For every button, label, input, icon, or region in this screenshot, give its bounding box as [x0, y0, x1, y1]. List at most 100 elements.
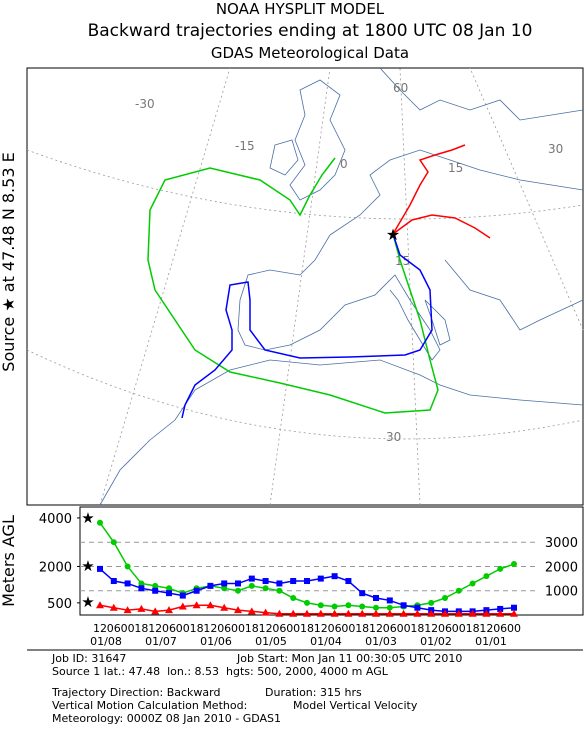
footer-line: Meteorology: 0000Z 08 Jan 2010 - GDAS1	[52, 712, 281, 725]
marker	[138, 580, 145, 587]
y2-tick-label: 2000	[545, 560, 578, 575]
date-label: 01/02	[420, 635, 452, 648]
start-star: ★	[81, 593, 94, 611]
trajectory-red	[392, 214, 491, 239]
x-tick-label: 18	[134, 622, 148, 635]
marker	[262, 578, 269, 585]
footer-line: Vertical Motion Calculation Method:	[52, 699, 247, 712]
marker	[97, 565, 103, 572]
marker	[373, 604, 379, 611]
y-tick-label: 500	[47, 597, 72, 612]
marker	[359, 590, 366, 597]
trajectories: ★	[147, 144, 491, 419]
marker	[97, 519, 103, 526]
marker	[247, 607, 256, 615]
marker	[262, 585, 269, 592]
marker	[427, 609, 436, 617]
marker	[235, 580, 241, 587]
x-tick-label: 06	[438, 622, 452, 635]
y2-tick-label: 3000	[545, 536, 578, 551]
marker	[345, 578, 352, 585]
footer-line: Job ID: 31647	[51, 652, 126, 665]
x-tick-label: 12	[424, 622, 438, 635]
marker	[179, 592, 186, 599]
marker	[442, 595, 448, 602]
marker	[220, 603, 229, 611]
marker	[110, 578, 117, 585]
footer-line: Job Start: Mon Jan 11 00:30:05 UTC 2010	[236, 652, 462, 665]
marker	[345, 602, 352, 609]
subtitle: Backward trajectories ending at 1800 UTC…	[88, 21, 533, 41]
date-label: 01/04	[310, 635, 342, 648]
marker	[413, 609, 422, 617]
map-frame	[26, 67, 584, 506]
marker	[510, 609, 518, 617]
marker	[178, 602, 187, 610]
marker	[248, 575, 255, 582]
y-tick-label: 4000	[39, 512, 72, 527]
date-label: 01/07	[145, 635, 177, 648]
x-tick-label: 12	[479, 622, 493, 635]
marker	[96, 601, 104, 609]
marker	[290, 578, 297, 585]
marker	[331, 603, 338, 610]
x-tick-label: 12	[93, 622, 107, 635]
x-tick-label: 12	[369, 622, 383, 635]
grid-label: 15	[448, 161, 463, 175]
footer-line: Trajectory Direction: Backward	[51, 686, 220, 699]
x-tick-label: 18	[245, 622, 259, 635]
x-tick-label: 18	[466, 622, 480, 635]
x-tick-label: 18	[300, 622, 314, 635]
x-tick-label: 00	[397, 622, 411, 635]
marker	[304, 599, 310, 606]
marker	[428, 599, 435, 606]
marker	[511, 561, 517, 568]
x-tick-label: 06	[162, 622, 176, 635]
x-tick-label: 00	[231, 622, 245, 635]
x-tick-label: 00	[452, 622, 466, 635]
marker	[123, 606, 132, 614]
x-tick-label: 00	[121, 622, 135, 635]
marker	[110, 539, 117, 546]
x-tick-label: 06	[328, 622, 342, 635]
x-tick-label: 18	[410, 622, 424, 635]
marker	[151, 607, 160, 615]
marker	[454, 609, 463, 617]
x-tick-label: 12	[314, 622, 328, 635]
chart-frame	[79, 506, 584, 616]
grid-label: 30	[386, 430, 401, 444]
y-tick-label: 2000	[39, 560, 72, 575]
x-tick-label: 06	[272, 622, 286, 635]
marker	[400, 602, 407, 609]
marker	[192, 601, 201, 609]
marker	[276, 580, 283, 587]
grid-label: 30	[548, 142, 563, 156]
date-label: 01/08	[90, 635, 122, 648]
source-star: ★	[386, 225, 400, 244]
marker	[344, 609, 353, 617]
marker	[358, 609, 367, 617]
x-tick-label: 12	[259, 622, 273, 635]
marker	[221, 585, 228, 592]
marker	[441, 609, 449, 617]
date-label: 01/06	[200, 635, 232, 648]
marker	[275, 609, 284, 617]
marker	[455, 587, 462, 594]
x-tick-label: 00	[341, 622, 355, 635]
marker	[386, 604, 393, 611]
marker	[469, 580, 476, 587]
marker	[165, 606, 173, 614]
data-source: GDAS Meteorological Data	[211, 44, 409, 62]
x-tick-label: 06	[217, 622, 231, 635]
marker	[221, 580, 228, 587]
marker	[385, 609, 394, 617]
marker	[497, 605, 504, 612]
marker	[290, 595, 297, 602]
marker	[359, 603, 366, 610]
marker	[468, 609, 477, 617]
x-tick-label: 18	[190, 622, 204, 635]
grid-label: 0	[340, 157, 348, 171]
map-grid	[26, 67, 584, 506]
marker	[138, 585, 145, 592]
